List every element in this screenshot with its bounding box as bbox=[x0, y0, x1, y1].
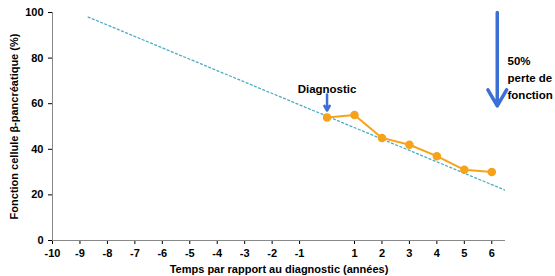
svg-text:-9: -9 bbox=[75, 247, 85, 259]
svg-text:-3: -3 bbox=[240, 247, 250, 259]
svg-text:Diagnostic: Diagnostic bbox=[298, 83, 357, 95]
svg-text:5: 5 bbox=[461, 247, 467, 259]
svg-text:-1: -1 bbox=[295, 247, 305, 259]
svg-text:0: 0 bbox=[37, 234, 43, 246]
svg-text:-6: -6 bbox=[157, 247, 167, 259]
svg-text:-2: -2 bbox=[267, 247, 277, 259]
svg-text:20: 20 bbox=[31, 188, 43, 200]
svg-text:80: 80 bbox=[31, 52, 43, 64]
svg-text:2: 2 bbox=[379, 247, 385, 259]
svg-text:60: 60 bbox=[31, 97, 43, 109]
svg-text:4: 4 bbox=[434, 247, 441, 259]
svg-text:-10: -10 bbox=[45, 247, 61, 259]
svg-text:100: 100 bbox=[25, 6, 43, 18]
svg-text:50%perte defonction: 50%perte defonction bbox=[508, 55, 553, 102]
svg-text:1: 1 bbox=[351, 247, 357, 259]
svg-text:-4: -4 bbox=[212, 247, 223, 259]
svg-text:-8: -8 bbox=[103, 247, 113, 259]
svg-text:3: 3 bbox=[406, 247, 412, 259]
svg-text:6: 6 bbox=[489, 247, 495, 259]
svg-text:-5: -5 bbox=[185, 247, 195, 259]
svg-text:40: 40 bbox=[31, 143, 43, 155]
svg-text:-7: -7 bbox=[130, 247, 140, 259]
svg-text:Fonction cellule β-pancréatiqu: Fonction cellule β-pancréatique (%) bbox=[8, 33, 20, 219]
svg-text:Temps par rapport au diagnosti: Temps par rapport au diagnostic (années) bbox=[170, 263, 389, 275]
